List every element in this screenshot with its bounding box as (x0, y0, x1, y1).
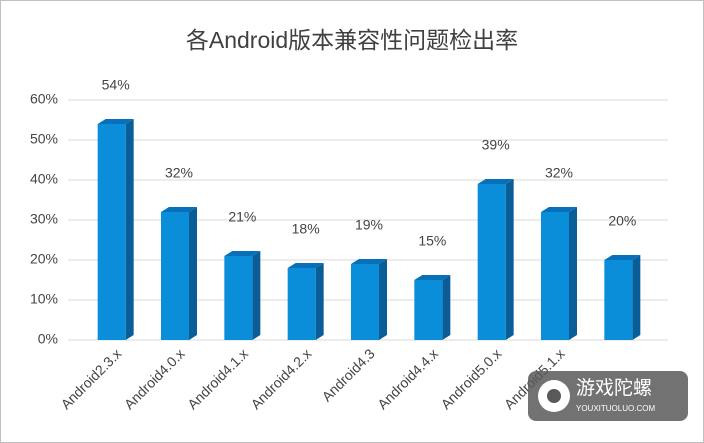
value-label: 19% (355, 217, 383, 233)
y-tick-label: 50% (30, 131, 58, 147)
bar-front (161, 212, 189, 340)
bar-top (161, 207, 197, 212)
watermark: 游戏陀螺 YOUXITUOLUO.COM (528, 371, 688, 421)
bar-top (224, 251, 261, 256)
bar (477, 179, 514, 340)
bar-side (569, 207, 577, 340)
bar (541, 207, 577, 340)
bar-side (379, 259, 387, 340)
bar-side (442, 275, 451, 340)
y-tick-label: 0% (38, 331, 58, 347)
bar-front (224, 256, 253, 340)
y-tick-label: 10% (30, 291, 58, 307)
value-label: 32% (545, 165, 573, 181)
bar-side (505, 179, 514, 340)
bar (287, 263, 324, 340)
watermark-icon-core (547, 389, 561, 403)
value-label: 39% (482, 137, 510, 153)
bar-side (125, 119, 134, 340)
bar-front (351, 264, 379, 340)
y-tick-label: 60% (30, 91, 58, 107)
bar-top (287, 263, 324, 268)
value-label: 18% (292, 221, 320, 237)
watermark-box (528, 371, 688, 421)
bar-front (604, 260, 633, 340)
watermark-url: YOUXITUOLUO.COM (576, 404, 655, 413)
bar-top (541, 207, 577, 212)
bar-front (414, 280, 443, 340)
bar (97, 119, 134, 340)
value-label: 15% (418, 233, 446, 249)
y-tick-label: 20% (30, 251, 58, 267)
value-label: 21% (228, 209, 256, 225)
bar-side (252, 251, 261, 340)
bar-front (97, 124, 126, 340)
bar-front (541, 212, 569, 340)
watermark-name: 游戏陀螺 (576, 377, 652, 399)
bar-top (477, 179, 514, 184)
y-tick-label: 40% (30, 171, 58, 187)
bar-top (97, 119, 134, 124)
bar-top (351, 259, 387, 264)
bar-side (315, 263, 324, 340)
bar (604, 255, 641, 340)
chart-title: 各Android版本兼容性问题检出率 (186, 27, 518, 53)
bar-side (632, 255, 641, 340)
bar (414, 275, 451, 340)
value-label: 32% (165, 165, 193, 181)
bar (161, 207, 197, 340)
bar-front (287, 268, 316, 340)
bar-front (477, 184, 506, 340)
bar-top (604, 255, 641, 260)
value-label: 20% (608, 213, 636, 229)
bar (351, 259, 387, 340)
bar-top (414, 275, 451, 280)
value-label: 54% (102, 77, 130, 93)
y-tick-label: 30% (30, 211, 58, 227)
bar (224, 251, 261, 340)
bar-side (189, 207, 197, 340)
